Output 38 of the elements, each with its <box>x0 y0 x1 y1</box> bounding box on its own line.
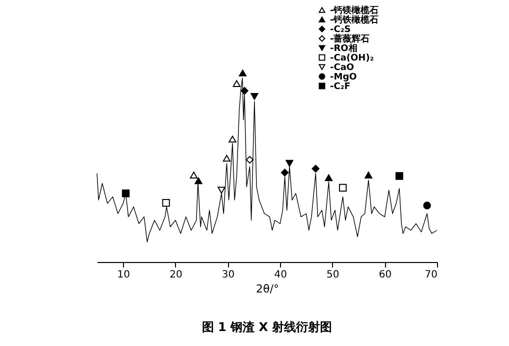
point <box>395 172 404 180</box>
legend-label: -RO相 <box>330 43 358 54</box>
point <box>218 186 226 194</box>
point <box>222 154 231 162</box>
x-tick-label: 30 <box>222 270 235 280</box>
point <box>250 93 258 100</box>
point <box>324 174 333 182</box>
legend-label: -蔷薇辉石 <box>330 34 370 44</box>
legend-label: -MgO <box>330 72 358 82</box>
point <box>122 190 130 198</box>
x-tick-label: 10 <box>117 270 130 280</box>
x-tick-label: 50 <box>326 270 340 280</box>
point <box>240 86 248 95</box>
x-tick-label: 60 <box>378 270 392 280</box>
point <box>238 70 247 76</box>
point <box>286 160 294 167</box>
legend-label: -C₂F <box>330 82 350 92</box>
point <box>232 80 241 87</box>
point <box>190 172 198 178</box>
legend-label: -钙铁橄榄石 <box>330 14 379 26</box>
point <box>364 172 372 178</box>
point <box>162 198 170 207</box>
x-tick-label: 40 <box>274 270 287 280</box>
point <box>228 136 236 143</box>
point <box>194 177 202 184</box>
point <box>423 202 431 210</box>
x-tick-label: 70 <box>424 270 438 280</box>
point <box>312 164 320 172</box>
text: 图 1 钢渣 X 射线衍射图 <box>202 320 332 334</box>
x-axis-title: 2θ/° <box>256 282 279 296</box>
legend-label: -CaO <box>330 63 354 73</box>
point <box>246 156 254 164</box>
legend-label: -C₂S <box>330 25 351 35</box>
legend-label: -Ca(OH)₂ <box>330 54 374 64</box>
point <box>280 168 289 176</box>
legend-label: -钙镁橄榄石 <box>330 5 379 16</box>
point <box>338 184 347 192</box>
x-tick-label: 20 <box>170 270 182 280</box>
